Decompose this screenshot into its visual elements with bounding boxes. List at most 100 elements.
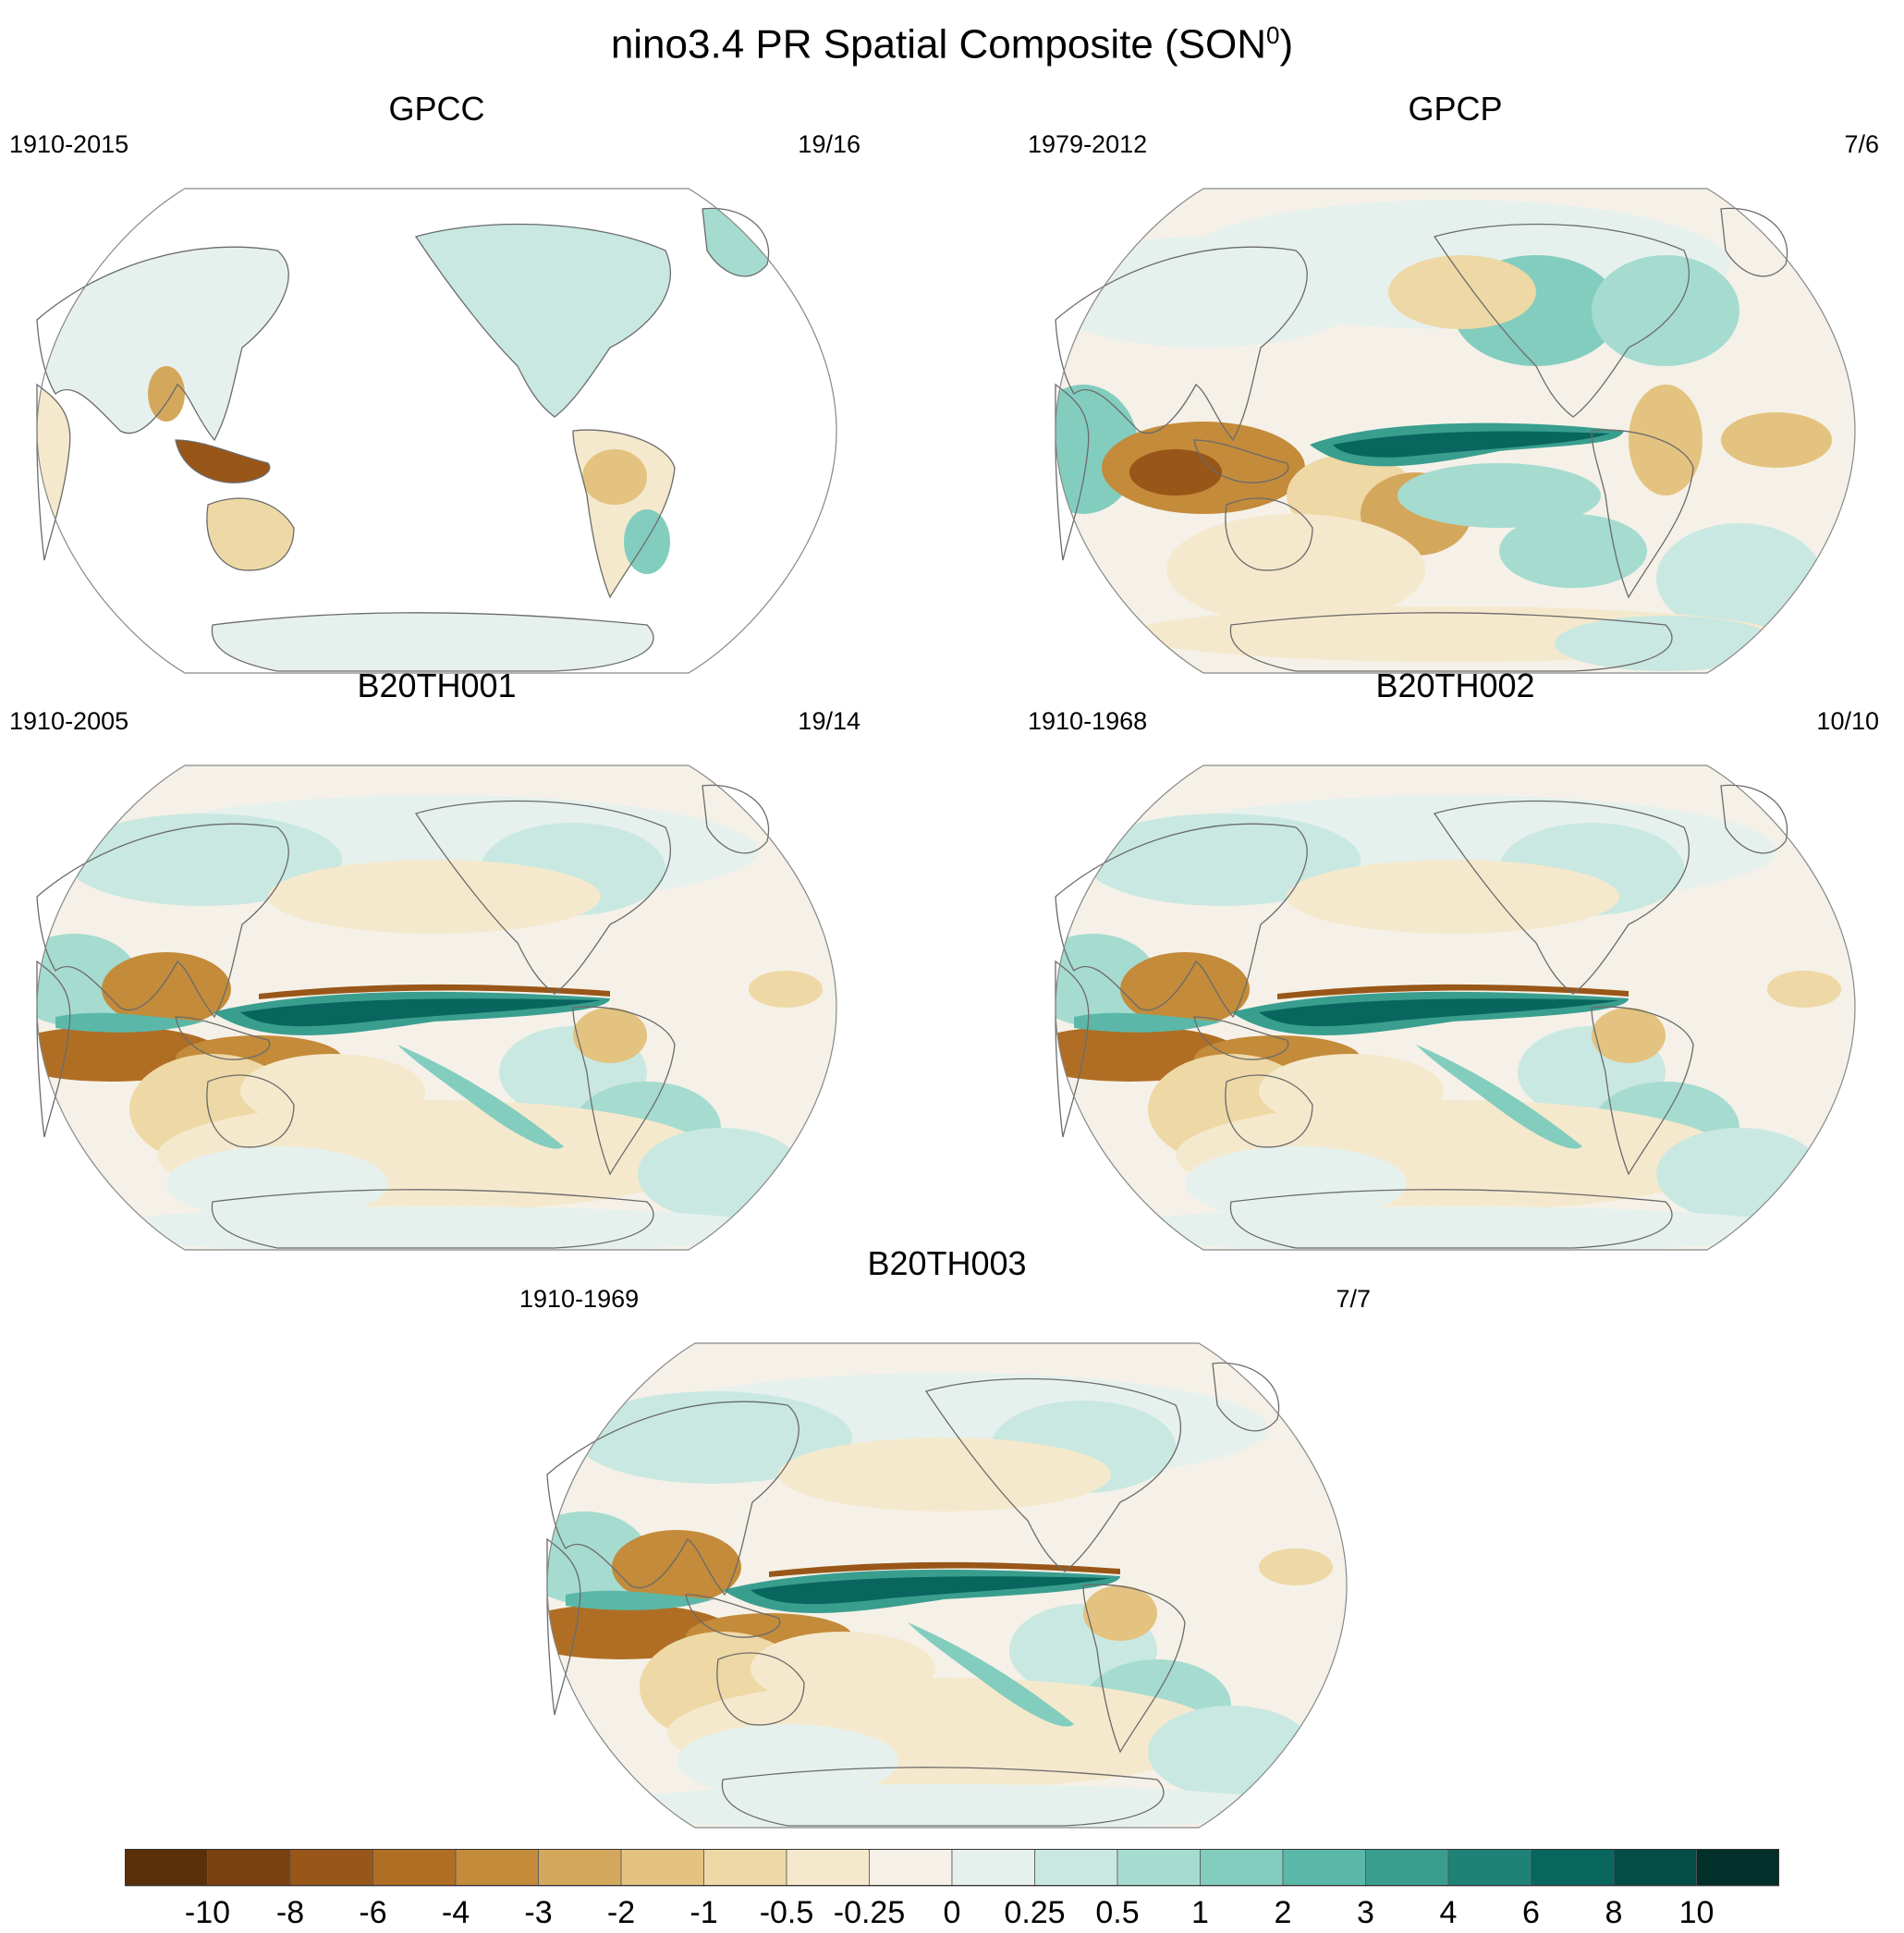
anomaly-blob xyxy=(1656,523,1823,634)
panel-b20th001: B20TH001 1910-2005 19/14 xyxy=(0,667,873,1259)
colorbar-tick-label: 3 xyxy=(1357,1895,1374,1930)
coastline-south-america xyxy=(1591,1006,1694,1176)
anomaly-blob xyxy=(1721,412,1832,468)
map-gpcp xyxy=(1055,188,1856,674)
anomaly-blob xyxy=(612,1530,741,1604)
panel-period: 1910-2005 xyxy=(9,707,129,735)
anomaly-blob xyxy=(1397,463,1601,528)
land-anomaly-australia xyxy=(206,498,294,570)
map-gpcc xyxy=(36,188,837,674)
colorbar-tick-label: 2 xyxy=(1275,1895,1292,1930)
anomaly-blob xyxy=(1629,385,1703,495)
precip-field xyxy=(37,765,836,1250)
colorbar-tick-label: -6 xyxy=(359,1895,386,1930)
colorbar-swatch xyxy=(869,1849,953,1887)
panel-count: 10/10 xyxy=(1816,707,1879,735)
coastline-north-america xyxy=(1433,223,1690,418)
spcz-wet xyxy=(908,1622,1074,1727)
coastline-south-america xyxy=(1591,429,1694,599)
colorbar-swatch xyxy=(538,1849,622,1887)
land-anomaly-north-america xyxy=(416,224,671,417)
anomaly-blob xyxy=(1592,255,1739,366)
wet-core xyxy=(240,998,601,1027)
anomaly-blob xyxy=(593,1784,1296,1828)
colorbar-tick-label: 4 xyxy=(1440,1895,1458,1930)
colorbar-border xyxy=(125,1849,1779,1886)
colorbar-tick-label: 10 xyxy=(1679,1895,1715,1930)
colorbar: -10 -8 -6 -4 -3 -2 -1 -0.5 -0.25 0 0.25 0.5 1 2 3 4 6 8 10 xyxy=(125,1849,1779,1930)
anomaly-blob xyxy=(677,1724,898,1798)
colorbar-swatch xyxy=(951,1849,1035,1887)
anomaly-blob xyxy=(1148,1706,1314,1798)
coastline-asia xyxy=(1055,823,1308,1019)
colorbar-swatch xyxy=(289,1849,373,1887)
anomaly-blob xyxy=(1185,1146,1407,1220)
map-b20th003 xyxy=(546,1342,1348,1829)
anomaly-blob xyxy=(1259,1548,1333,1585)
anomaly-blob xyxy=(1555,616,1776,671)
coastline-antarctica xyxy=(211,1189,654,1249)
coastline-australia xyxy=(716,1652,805,1726)
coastline-africa xyxy=(1055,383,1090,561)
colorbar-swatch xyxy=(1531,1849,1615,1887)
anomaly-blob xyxy=(1056,237,1370,348)
panel-title: GPCC xyxy=(388,90,485,128)
colorbar-swatch xyxy=(1365,1849,1449,1887)
colorbar-swatch xyxy=(1117,1849,1201,1887)
panel-b20th002: B20TH002 1910-1968 10/10 xyxy=(1019,667,1892,1259)
panel-count: 19/14 xyxy=(798,707,860,735)
coastline-antarctica xyxy=(1229,1189,1673,1249)
anomaly-blob xyxy=(1120,952,1250,1026)
anomaly-blob xyxy=(268,860,601,934)
spcz-wet xyxy=(1416,1045,1582,1149)
panel-period: 1979-2012 xyxy=(1028,130,1148,158)
dry-anomaly xyxy=(582,449,647,505)
colorbar-tick-label: -1 xyxy=(690,1895,717,1930)
panel-period: 1910-1968 xyxy=(1028,707,1148,735)
coastline-north-america xyxy=(1433,800,1690,995)
coastline-north-america xyxy=(414,223,671,418)
coastline-antarctica xyxy=(211,612,654,672)
wet-core xyxy=(751,1576,1111,1605)
coastline-north-america xyxy=(924,1377,1181,1572)
spcz-wet xyxy=(397,1045,564,1149)
anomaly-blob xyxy=(1166,514,1425,625)
anomaly-blob xyxy=(1129,449,1222,495)
panel-title: B20TH003 xyxy=(867,1244,1027,1282)
colorbar-swatch xyxy=(1200,1849,1284,1887)
anomaly-blob xyxy=(1287,860,1619,934)
dry-band xyxy=(1277,984,1629,999)
colorbar-swatch xyxy=(786,1849,870,1887)
land-anomaly-antarctica xyxy=(212,612,653,671)
panel-gpcc: GPCC 1910-2015 19/16 xyxy=(0,91,873,682)
indian-ocean-wet xyxy=(566,1590,714,1610)
map-b20th001 xyxy=(36,765,837,1251)
colorbar-tick-label: -0.25 xyxy=(834,1895,906,1930)
coastline-greenland xyxy=(1720,207,1788,277)
panel-count: 7/7 xyxy=(1336,1285,1371,1313)
precip-field xyxy=(1056,189,1855,673)
precip-field xyxy=(1056,765,1855,1250)
coastline-greenland xyxy=(702,207,770,277)
anomaly-blob xyxy=(575,1391,852,1484)
colorbar-tick-label: 6 xyxy=(1522,1895,1540,1930)
coastline-greenland xyxy=(1212,1362,1280,1432)
coastline-south-america xyxy=(572,429,676,599)
coastline-antarctica xyxy=(721,1767,1165,1827)
colorbar-tick-label: 0.25 xyxy=(1004,1895,1065,1930)
panel-count: 19/16 xyxy=(798,130,860,158)
panel-title: GPCP xyxy=(1408,90,1503,128)
anomaly-blob xyxy=(1767,971,1841,1008)
coastline-south-america xyxy=(572,1006,676,1176)
anomaly-blob xyxy=(65,814,342,906)
coastline-north-america xyxy=(414,800,671,995)
coastline-africa xyxy=(36,383,71,561)
colorbar-swatch xyxy=(207,1849,291,1887)
colorbar-swatch xyxy=(620,1849,704,1887)
coastline-maritime xyxy=(685,1594,781,1638)
coastline-australia xyxy=(206,497,295,571)
colorbar-tick-label: 0.5 xyxy=(1095,1895,1139,1930)
panel-b20th003: B20TH003 1910-1969 7/7 xyxy=(510,1245,1384,1837)
anomaly-blob xyxy=(1592,1008,1666,1063)
colorbar-tick-label: -8 xyxy=(276,1895,304,1930)
